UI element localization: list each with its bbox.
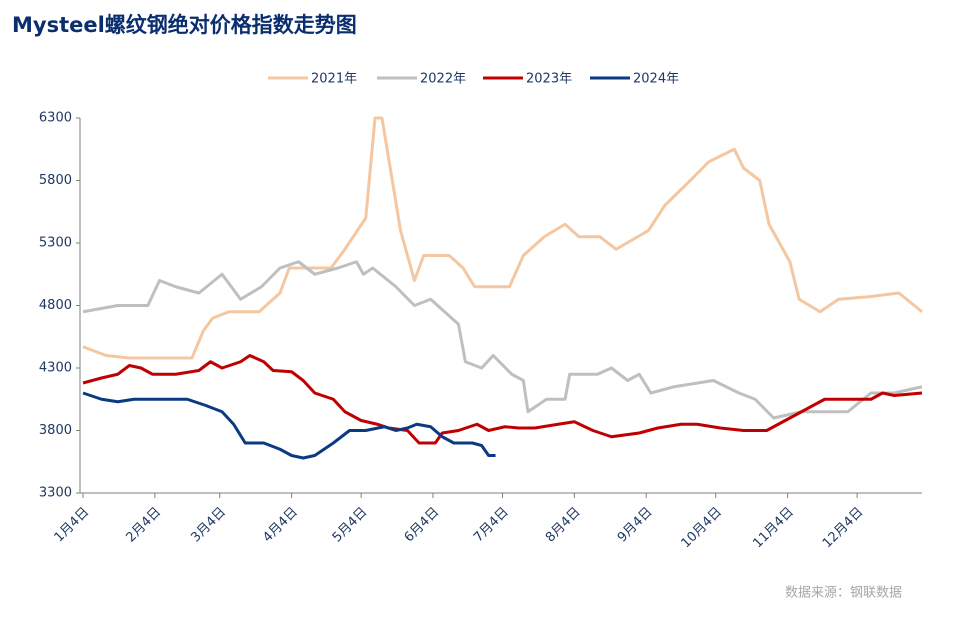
legend-label: 2022年 <box>420 72 466 87</box>
y-tick-label: 4300 <box>39 361 72 376</box>
x-tick-label: 12月4日 <box>820 505 867 552</box>
x-tick-label: 10月4日 <box>678 505 725 552</box>
x-tick-label: 4月4日 <box>260 505 301 546</box>
y-tick-label: 6300 <box>39 111 72 126</box>
x-tick-label: 2月4日 <box>123 505 164 546</box>
y-tick-label: 3300 <box>39 486 72 501</box>
series-line <box>82 116 923 360</box>
y-tick-label: 5800 <box>39 173 72 188</box>
x-tick-label: 7月4日 <box>471 505 512 546</box>
series-line <box>82 354 923 445</box>
series-line <box>82 391 496 460</box>
y-tick-label: 3800 <box>39 423 72 438</box>
x-tick-label: 5月4日 <box>330 505 371 546</box>
x-tick-label: 11月4日 <box>750 505 797 552</box>
chart-title: Mysteel螺纹钢绝对价格指数走势图 <box>12 13 357 37</box>
x-tick-label: 1月4日 <box>52 505 93 546</box>
x-tick-label: 8月4日 <box>543 505 584 546</box>
series-line <box>82 260 923 420</box>
legend-label: 2024年 <box>633 72 679 87</box>
x-tick-label: 6月4日 <box>402 505 443 546</box>
legend-label: 2021年 <box>311 72 357 87</box>
source-note: 数据来源：钢联数据 <box>785 586 902 601</box>
y-tick-label: 5300 <box>39 236 72 251</box>
y-tick-label: 4800 <box>39 298 72 313</box>
legend-label: 2023年 <box>526 72 572 87</box>
x-tick-label: 3月4日 <box>188 505 229 546</box>
x-tick-label: 9月4日 <box>615 505 656 546</box>
